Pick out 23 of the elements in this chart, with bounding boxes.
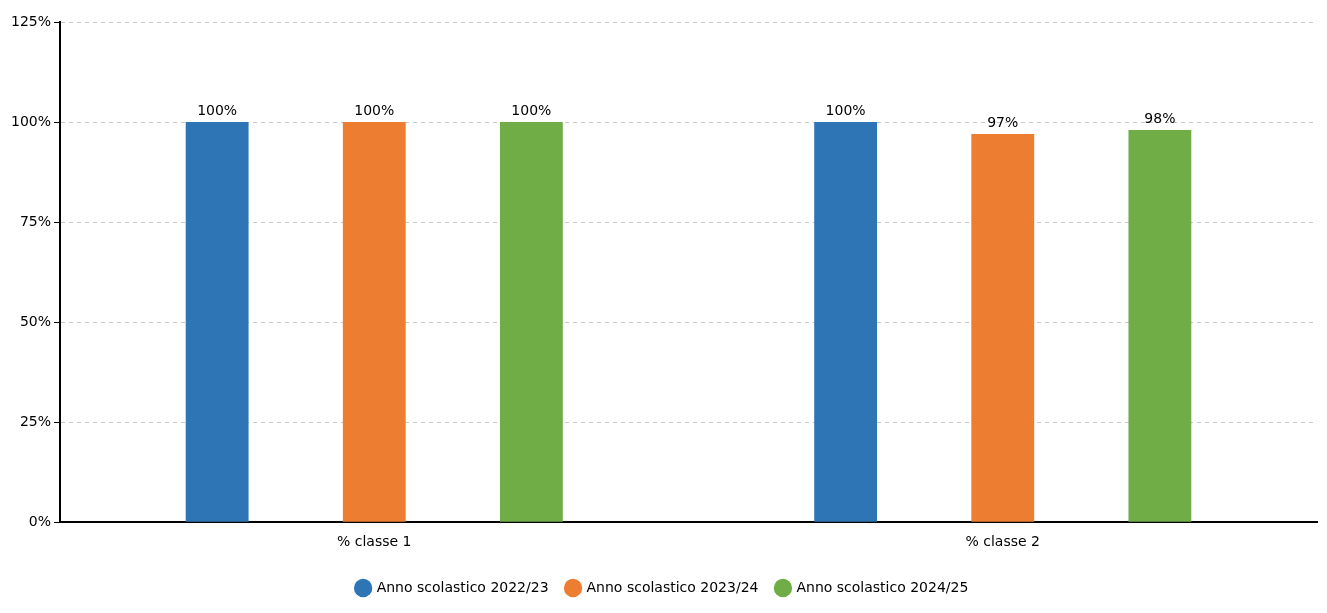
y-tick-label: 25% [19, 412, 52, 429]
y-tick-label: 125% [10, 12, 52, 29]
data-label: 100% [825, 101, 866, 118]
data-label: 100% [354, 101, 395, 118]
legend-label: Anno scolastico 2023/24 [586, 578, 759, 595]
y-tick-label: 0% [28, 512, 52, 529]
bar [185, 122, 249, 522]
data-label: 98% [1144, 109, 1176, 126]
x-tick-label: % classe 1 [337, 533, 412, 550]
bar [814, 122, 878, 522]
bar [1128, 130, 1192, 522]
y-tick-label: 50% [19, 312, 52, 329]
bar [971, 134, 1035, 522]
x-tick-label: % classe 2 [965, 533, 1040, 550]
legend-label: Anno scolastico 2024/25 [796, 578, 969, 595]
y-tick-label: 100% [10, 112, 52, 129]
legend-label: Anno scolastico 2022/23 [376, 578, 549, 595]
data-label: 100% [197, 101, 238, 118]
data-label: 100% [511, 101, 552, 118]
bar [499, 122, 563, 522]
y-tick-label: 75% [19, 212, 52, 229]
bar [342, 122, 406, 522]
data-label: 97% [987, 113, 1019, 130]
